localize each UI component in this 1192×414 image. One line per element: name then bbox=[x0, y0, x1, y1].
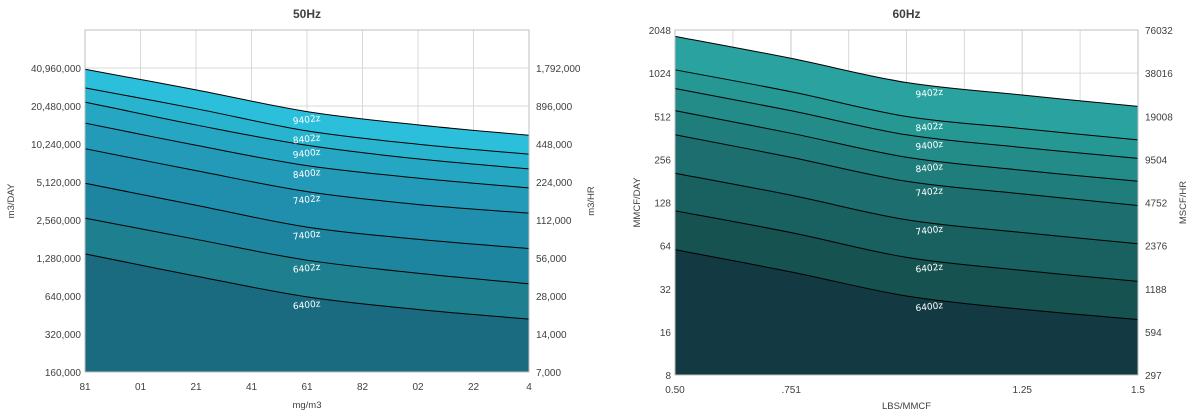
x-tick-label: 01 bbox=[135, 382, 147, 393]
boundary-8400z bbox=[84, 122, 530, 189]
y2-tick-label: 7,000 bbox=[536, 368, 561, 379]
y2-tick-label: 896,000 bbox=[536, 102, 573, 113]
boundary-8402z bbox=[84, 87, 530, 155]
y-axis-label: MMCF/DAY bbox=[632, 177, 643, 228]
plot-border bbox=[674, 29, 1139, 376]
y-tick-label: 40,960,000 bbox=[31, 64, 81, 75]
chart-title: 50Hz bbox=[293, 7, 321, 21]
y-tick-label: 160,000 bbox=[45, 368, 82, 379]
y2-tick-label: 112,000 bbox=[536, 216, 572, 227]
y2-tick-label: 594 bbox=[1145, 328, 1162, 339]
y2-tick-label: 38016 bbox=[1145, 69, 1173, 80]
y2-tick-label: 9504 bbox=[1145, 155, 1168, 166]
boundary-9400z bbox=[84, 101, 530, 170]
x-tick-label: 02 bbox=[412, 382, 424, 393]
y2-tick-label: 297 bbox=[1145, 371, 1162, 382]
boundary-6400z bbox=[84, 253, 530, 320]
boundary-6400z bbox=[674, 249, 1139, 321]
band-label-6402z: 6402z bbox=[915, 262, 944, 275]
x-tick-label: 1.25 bbox=[1013, 385, 1033, 396]
chart-title: 60Hz bbox=[892, 7, 920, 21]
boundary-7402z bbox=[84, 148, 530, 214]
band-label-8400z: 8400z bbox=[292, 168, 321, 181]
y-tick-label: 1,280,000 bbox=[37, 254, 82, 265]
chart-panel-50hz: 9402z 8402z 9400z 8400z 7402z 7400z 6402z 6400z… bbox=[6, 7, 597, 411]
boundary-9402z bbox=[674, 35, 1139, 107]
y-tick-label: 20,480,000 bbox=[31, 102, 81, 113]
y-axis-label: m3/DAY bbox=[6, 183, 17, 218]
x-tick-label: .751 bbox=[781, 385, 801, 396]
band-label-9402z: 9402z bbox=[292, 114, 321, 127]
y2-axis-label: m3/HR bbox=[586, 186, 597, 216]
y2-tick-label: 14,000 bbox=[536, 330, 567, 341]
boundary-8402z bbox=[674, 69, 1139, 141]
y-tick-label: 5,120,000 bbox=[37, 178, 82, 189]
band-label-7402z: 7402z bbox=[292, 194, 321, 207]
boundary-9400z bbox=[674, 87, 1139, 159]
y-tick-label: 2,560,000 bbox=[37, 216, 82, 227]
y-tick-label: 512 bbox=[654, 112, 671, 123]
y2-tick-label: 19008 bbox=[1145, 112, 1173, 123]
band-label-6402z: 6402z bbox=[292, 263, 321, 276]
y2-tick-label: 56,000 bbox=[536, 254, 567, 265]
boundary-6402z bbox=[674, 210, 1139, 282]
y2-tick-label: 76032 bbox=[1145, 26, 1173, 37]
y2-tick-label: 4752 bbox=[1145, 199, 1168, 210]
band-label-7400z: 7400z bbox=[915, 225, 944, 238]
band-label-8400z: 8400z bbox=[915, 162, 944, 175]
x-axis-label: LBS/MMCF bbox=[882, 401, 931, 412]
y2-tick-label: 2376 bbox=[1145, 242, 1168, 253]
x-tick-label: 1.5 bbox=[1131, 385, 1145, 396]
x-tick-label: 41 bbox=[246, 382, 258, 393]
y-tick-label: 10,240,000 bbox=[31, 140, 81, 151]
x-tick-label: 22 bbox=[468, 382, 480, 393]
boundary-7400z bbox=[674, 172, 1139, 245]
band-label-9400z: 9400z bbox=[915, 140, 944, 153]
band-label-9400z: 9400z bbox=[292, 148, 321, 161]
band-label-6400z: 6400z bbox=[915, 301, 944, 314]
y-tick-label: 320,000 bbox=[45, 330, 82, 341]
y2-tick-label: 28,000 bbox=[536, 292, 567, 303]
y2-tick-label: 448,000 bbox=[536, 140, 573, 151]
band-label-8402z: 8402z bbox=[915, 121, 944, 134]
x-tick-label: 81 bbox=[79, 382, 91, 393]
y-tick-label: 256 bbox=[654, 155, 671, 166]
band-6400z bbox=[85, 253, 529, 372]
x-tick-label: 21 bbox=[190, 382, 202, 393]
x-tick-label: 4 bbox=[526, 382, 532, 393]
y-tick-label: 128 bbox=[654, 199, 671, 210]
y2-tick-label: 224,000 bbox=[536, 178, 573, 189]
band-6400z bbox=[675, 249, 1138, 375]
y-tick-label: 64 bbox=[660, 242, 672, 253]
y-tick-label: 8 bbox=[665, 371, 671, 382]
y-tick-label: 32 bbox=[660, 285, 672, 296]
band-label-7402z: 7402z bbox=[915, 186, 944, 199]
band-label-7400z: 7400z bbox=[292, 230, 321, 243]
y-tick-label: 2048 bbox=[649, 26, 672, 37]
band-label-9402z: 9402z bbox=[915, 88, 944, 101]
y-tick-label: 1024 bbox=[649, 69, 672, 80]
x-tick-label: 61 bbox=[301, 382, 313, 393]
chart-panel-60hz: 9402z 8402z 9400z 8400z 7402z 7400z 6402z 6400z… bbox=[632, 7, 1189, 412]
boundary-7402z bbox=[674, 134, 1139, 206]
x-axis-label: mg/m3 bbox=[292, 400, 321, 411]
boundary-7400z bbox=[84, 182, 530, 250]
y2-tick-label: 1188 bbox=[1145, 285, 1167, 296]
band-label-6400z: 6400z bbox=[292, 299, 321, 312]
boundary-6402z bbox=[84, 217, 530, 285]
band-label-8402z: 8402z bbox=[292, 133, 321, 146]
y-tick-label: 16 bbox=[660, 328, 672, 339]
plot-border bbox=[84, 29, 530, 373]
y2-tick-label: 1,792,000 bbox=[536, 64, 581, 75]
boundary-9402z bbox=[84, 68, 530, 136]
x-tick-label: 0.50 bbox=[665, 385, 685, 396]
boundary-8400z bbox=[674, 110, 1139, 182]
y2-axis-label: MSCF/HR bbox=[1178, 181, 1189, 224]
x-tick-label: 82 bbox=[357, 382, 369, 393]
y-tick-label: 640,000 bbox=[45, 292, 82, 303]
